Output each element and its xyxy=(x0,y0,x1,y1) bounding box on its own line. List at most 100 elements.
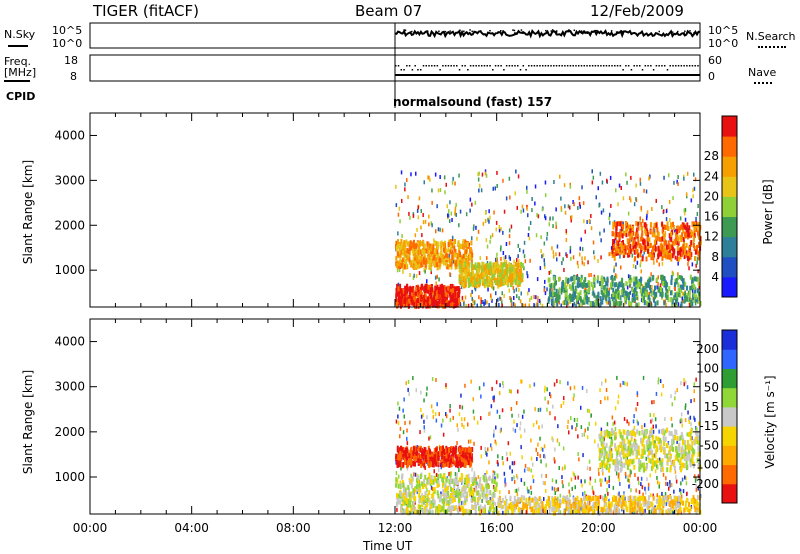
power-panel-region-cell xyxy=(412,256,415,262)
power-panel-cell xyxy=(535,302,538,307)
power-panel-cell xyxy=(540,249,542,254)
power-panel-cell xyxy=(451,235,454,240)
velocity-panel-region-cell xyxy=(468,510,471,516)
velocity-panel-region-cell xyxy=(415,456,418,461)
velocity-panel-region-cell xyxy=(458,477,461,483)
velocity-panel-region-cell xyxy=(404,487,407,493)
velocity-panel-cell xyxy=(693,382,696,387)
velocity-panel-cell xyxy=(397,414,399,419)
velocity-panel-cell xyxy=(602,471,604,476)
power-panel-region-cell xyxy=(490,283,493,289)
velocity-panel-region-cell xyxy=(400,445,403,451)
velocity-panel-cell xyxy=(504,483,506,488)
power-panel-region-cell xyxy=(688,292,691,298)
velocity-panel-region-cell xyxy=(421,499,424,505)
velocity-panel-cell xyxy=(654,469,657,474)
power-panel-colorbar-segment xyxy=(722,256,737,278)
power-panel-region-cell xyxy=(424,294,427,300)
nave-point xyxy=(594,65,597,67)
velocity-panel-region-cell xyxy=(479,510,481,516)
nsearch-point xyxy=(545,29,547,32)
nave-point xyxy=(611,65,613,67)
power-panel-region-cell xyxy=(395,263,398,269)
velocity-panel-cell xyxy=(551,478,554,483)
velocity-panel-cell xyxy=(664,417,666,421)
power-panel-region-cell xyxy=(554,280,557,286)
velocity-panel-cell xyxy=(676,439,678,444)
power-panel-region-cell xyxy=(621,277,624,283)
power-panel-region-cell xyxy=(434,286,437,292)
velocity-panel-cell xyxy=(495,441,497,446)
power-panel-region-cell xyxy=(432,299,435,305)
power-panel-cell xyxy=(650,272,652,277)
velocity-panel-cell xyxy=(438,412,440,417)
power-panel-cell xyxy=(434,275,437,280)
velocity-panel-cell xyxy=(652,429,655,434)
power-panel-cell xyxy=(434,172,437,177)
power-panel-region-cell xyxy=(620,242,623,248)
velocity-panel-region-cell xyxy=(444,457,447,463)
power-panel-region-cell xyxy=(676,297,679,303)
velocity-panel-cell xyxy=(551,486,554,491)
power-panel-region-cell xyxy=(442,303,445,309)
power-panel-region-cell xyxy=(686,222,689,228)
nsearch-point xyxy=(550,30,553,32)
power-panel-cell xyxy=(665,302,667,307)
velocity-panel-cell xyxy=(607,510,609,515)
velocity-panel-cell xyxy=(442,418,444,423)
power-panel-region-cell xyxy=(653,245,656,251)
power-panel-region-cell xyxy=(427,296,430,302)
freq-label: Freq. xyxy=(4,55,32,68)
nave-point xyxy=(480,65,483,67)
power-panel-region-cell xyxy=(420,241,423,246)
power-panel-cell xyxy=(669,236,671,241)
velocity-panel-region-cell xyxy=(419,474,422,480)
power-panel-region-cell xyxy=(500,281,503,287)
power-panel-cell xyxy=(626,285,629,290)
velocity-panel-region-cell xyxy=(493,507,496,513)
velocity-panel-cell xyxy=(659,379,662,384)
power-panel-cell xyxy=(515,169,517,174)
power-panel-region-cell xyxy=(639,281,642,287)
power-panel-region-cell xyxy=(418,244,421,250)
power-panel-region-cell xyxy=(670,275,673,281)
power-panel-region-cell xyxy=(672,225,675,230)
nave-point xyxy=(605,65,608,67)
power-panel-cell xyxy=(465,303,467,308)
velocity-panel-cell xyxy=(627,474,629,479)
power-panel-region-cell xyxy=(643,238,646,244)
power-panel-region-cell xyxy=(464,261,466,267)
nsearch-point xyxy=(403,29,405,31)
power-panel-region-cell xyxy=(467,283,470,288)
power-panel-cell xyxy=(682,291,684,296)
power-panel-cell xyxy=(653,260,655,265)
power-panel-region-cell xyxy=(661,275,664,281)
velocity-panel-cell xyxy=(663,500,666,505)
velocity-panel-cell xyxy=(523,409,525,414)
velocity-panel-cell xyxy=(515,505,517,510)
power-panel-region-cell xyxy=(629,275,632,280)
velocity-panel-cell xyxy=(636,402,639,406)
velocity-panel-region-cell xyxy=(463,460,466,466)
nsearch-point xyxy=(615,31,618,33)
power-panel-region-cell xyxy=(680,224,683,230)
power-panel-region-cell xyxy=(625,228,628,234)
velocity-panel-region-cell xyxy=(446,486,449,492)
power-panel-region-cell xyxy=(636,248,639,254)
power-panel-cell xyxy=(684,207,687,212)
velocity-panel-cell xyxy=(564,465,566,470)
power-panel-region-cell xyxy=(673,240,676,246)
power-panel-region-cell xyxy=(687,228,690,234)
power-panel-cell xyxy=(421,233,423,238)
power-panel-cell xyxy=(451,180,454,185)
velocity-panel-region-cell xyxy=(455,472,458,478)
nave-point xyxy=(622,69,624,71)
power-panel-region-cell xyxy=(450,261,453,267)
power-panel-region-cell xyxy=(657,287,660,293)
velocity-panel-cell xyxy=(597,443,599,448)
power-panel-region-cell xyxy=(615,245,618,251)
power-panel-cell xyxy=(573,301,576,306)
power-panel-cell xyxy=(674,255,677,260)
power-panel-region-cell xyxy=(454,289,457,295)
power-panel-region-cell xyxy=(571,293,574,299)
